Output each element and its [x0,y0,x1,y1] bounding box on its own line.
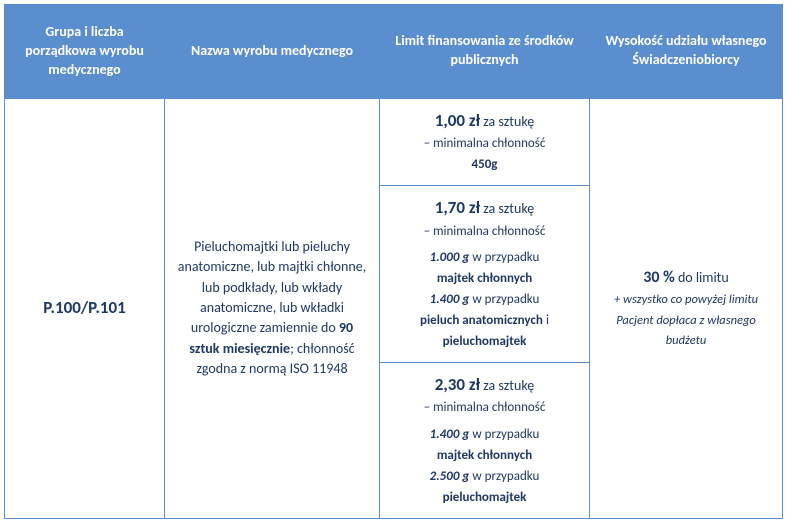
tier-3-g2: 2.500 g [430,469,470,484]
tier-3-unit: za sztukę [483,377,534,394]
tier-2-g2-prod2: pieluchomajtek [443,334,527,349]
product-description: Pieluchomajtki lub pieluchy anatomiczne,… [165,98,380,518]
col-header-share: Wysokość udziału własnego Świadczeniobio… [590,5,783,99]
tier-1-unit: za sztukę [483,113,534,130]
tier-3-price: 2,30 zł [435,374,480,395]
tier-1-absorb: 450g [472,157,498,172]
desc-sep: ; [290,340,294,357]
share-note: + wszystko co powyżej limitu Pacjent dop… [614,292,758,348]
share-pct-text: do limitu [678,269,729,286]
col-header-group: Grupa i liczba porządkowa wyrobu medyczn… [5,5,165,99]
tier-3-g1-txt: w przypadku [472,427,539,442]
share-pct: 30 % [643,268,675,287]
reimbursement-table: Grupa i liczba porządkowa wyrobu medyczn… [4,4,783,519]
product-code: P.100/P.101 [5,98,165,518]
tier-2-g1-txt: w przypadku [472,250,539,265]
tier-3: 2,30 zł za sztukę – minimalna chłonność … [380,362,590,518]
tier-2: 1,70 zł za sztukę – minimalna chłonność … [380,186,590,363]
tier-2-g1-prod: majtek chłonnych [437,271,532,286]
col-header-name: Nazwa wyrobu medycznego [165,5,380,99]
tier-2-g2-prod1: pieluch anatomicznych [420,313,543,328]
patient-share: 30 % do limitu + wszystko co powyżej lim… [590,98,783,518]
tier-1: 1,00 zł za sztukę – minimalna chłonność … [380,98,590,185]
tier-3-g1-prod: majtek chłonnych [437,448,532,463]
tier-3-g1: 1.400 g [430,427,470,442]
table-row: P.100/P.101 Pieluchomajtki lub pieluchy … [5,98,783,185]
tier-2-g2-txt: w przypadku [472,292,539,307]
tier-3-subline: – minimalna chłonność [424,400,546,415]
tier-3-g2-prod: pieluchomajtek [443,490,527,505]
tier-2-g2: 1.400 g [430,292,470,307]
tier-3-g2-txt: w przypadku [472,469,539,484]
tier-2-g2-and: i [546,313,549,328]
tier-2-g1: 1.000 g [430,250,470,265]
tier-1-subline: – minimalna chłonność [424,136,546,151]
tier-2-price: 1,70 zł [435,197,480,218]
col-header-limit: Limit finansowania ze środków publicznyc… [380,5,590,99]
tier-1-price: 1,00 zł [435,110,480,131]
tier-2-subline: – minimalna chłonność [424,224,546,239]
table-header-row: Grupa i liczba porządkowa wyrobu medyczn… [5,5,783,99]
tier-2-unit: za sztukę [483,200,534,217]
